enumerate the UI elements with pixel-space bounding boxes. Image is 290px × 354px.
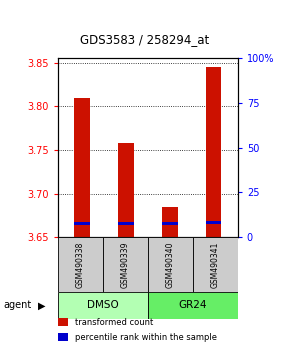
Bar <box>118 222 134 224</box>
Text: percentile rank within the sample: percentile rank within the sample <box>75 333 218 342</box>
Text: GSM490338: GSM490338 <box>76 241 85 288</box>
Text: GSM490340: GSM490340 <box>166 241 175 288</box>
Bar <box>148 292 238 319</box>
Bar <box>103 237 148 292</box>
Text: DMSO: DMSO <box>87 300 119 310</box>
Text: GDS3583 / 258294_at: GDS3583 / 258294_at <box>80 33 210 46</box>
Text: GSM490339: GSM490339 <box>121 241 130 288</box>
Bar <box>148 237 193 292</box>
Bar <box>75 98 90 237</box>
Bar <box>206 221 221 224</box>
Bar <box>193 237 238 292</box>
Bar <box>75 222 90 224</box>
Text: GR24: GR24 <box>179 300 207 310</box>
Bar <box>118 143 134 237</box>
Text: GSM490341: GSM490341 <box>211 241 220 288</box>
Bar <box>206 67 221 237</box>
Text: ▶: ▶ <box>38 300 45 310</box>
Text: transformed count: transformed count <box>75 318 154 327</box>
Text: agent: agent <box>3 300 31 310</box>
Bar <box>162 207 177 237</box>
Bar <box>58 237 103 292</box>
Bar <box>58 292 148 319</box>
Bar <box>162 222 177 224</box>
